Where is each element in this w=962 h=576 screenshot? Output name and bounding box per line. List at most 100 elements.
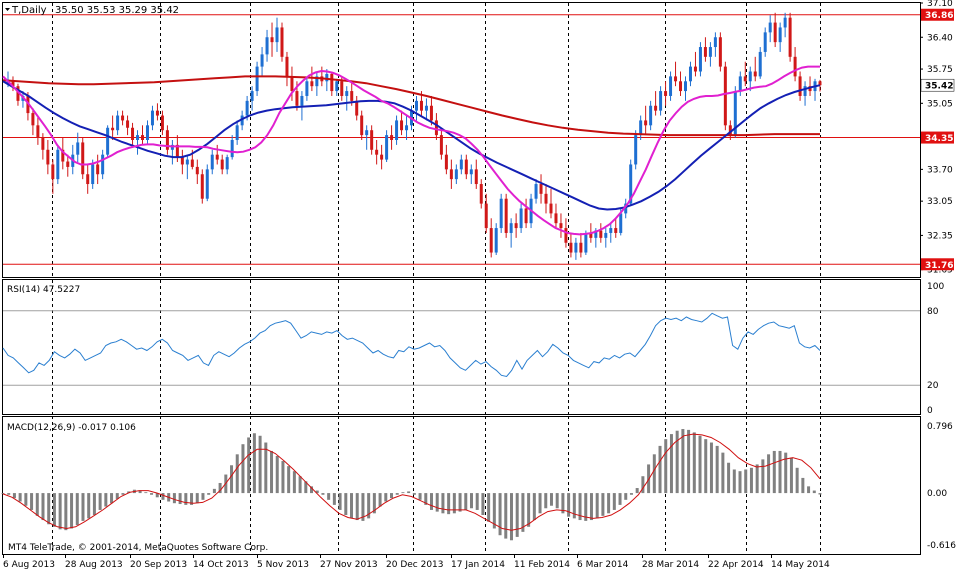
macd-histogram-bar — [390, 493, 394, 499]
candle-body — [116, 115, 120, 131]
macd-histogram-bar — [818, 493, 822, 495]
candle-body — [449, 169, 453, 180]
macd-histogram-bar — [407, 491, 411, 494]
candle-body — [743, 76, 747, 82]
candle-body — [464, 159, 468, 175]
macd-histogram-bar — [1, 493, 5, 494]
candle-body — [803, 86, 807, 96]
macd-histogram-bar — [778, 450, 782, 494]
candle-body — [698, 47, 702, 72]
candle-body — [325, 73, 329, 82]
candle-body — [439, 135, 443, 155]
macd-histogram-bar — [527, 493, 531, 527]
macd-histogram-bar — [212, 488, 216, 494]
macd-histogram-bar — [601, 493, 605, 516]
candle-body — [141, 135, 145, 140]
candle-body — [380, 154, 384, 160]
price-badge — [921, 258, 954, 271]
macd-histogram-bar — [544, 493, 548, 509]
macd-histogram-bar — [487, 493, 491, 522]
candle-body — [260, 54, 264, 67]
macd-histogram-bar — [355, 493, 359, 521]
macd-histogram-bar — [629, 493, 633, 495]
candle-body — [424, 105, 428, 111]
macd-histogram-bar — [287, 466, 291, 494]
macd-histogram-bar — [504, 493, 508, 539]
macd-histogram-bar — [270, 450, 274, 494]
macd-histogram-bar — [384, 493, 388, 502]
candle-body — [554, 213, 558, 224]
candle-body — [584, 232, 588, 253]
candle-body — [16, 86, 20, 101]
macd-histogram-bar — [207, 493, 211, 495]
menu-triangle-icon — [5, 8, 10, 11]
candle-body — [225, 157, 229, 170]
macd-histogram-bar — [767, 454, 771, 494]
candle-body — [290, 76, 294, 92]
symbol-label: T,Daily — [11, 5, 47, 16]
macd-histogram-bar — [104, 493, 108, 507]
candle-body — [280, 27, 284, 57]
macd-histogram-bar — [155, 493, 159, 498]
macd-histogram-bar — [795, 467, 799, 494]
macd-histogram-bar — [195, 493, 199, 504]
macd-histogram-bar — [704, 439, 708, 494]
candle-body — [484, 203, 488, 229]
price-frame — [2, 2, 921, 278]
price-tick-label: 31.65 — [927, 266, 953, 276]
rsi-tick-label: 20 — [927, 381, 939, 391]
x-tick-label: 6 Mar 2014 — [577, 560, 629, 570]
candle-body — [340, 81, 344, 96]
price-tick-label: 32.35 — [927, 231, 953, 241]
candle-body — [733, 91, 737, 136]
macd-histogram-bar — [127, 491, 131, 494]
macd-frame — [2, 416, 921, 555]
macd-histogram-bar — [612, 493, 616, 510]
candle-body — [76, 142, 80, 155]
candle-body — [81, 142, 85, 175]
macd-histogram-bar — [687, 429, 691, 494]
macd-histogram-bar — [35, 493, 39, 516]
macd-histogram-bar — [24, 493, 28, 506]
candle-body — [61, 149, 65, 162]
candle-body — [155, 110, 159, 116]
macd-histogram-bar — [641, 476, 645, 494]
macd-histogram-bar — [738, 471, 742, 494]
macd-histogram-bar — [807, 486, 811, 494]
macd-histogram-bar — [584, 493, 588, 521]
candle-body — [66, 161, 70, 167]
candle-body — [599, 230, 603, 238]
candle-body — [783, 17, 787, 28]
macd-histogram-bar — [52, 493, 56, 527]
macd-histogram-bar — [424, 493, 428, 505]
macd-histogram-bar — [727, 462, 731, 494]
price-badge-label: 31.76 — [925, 261, 953, 271]
macd-histogram-bar — [178, 493, 182, 505]
candle-body — [205, 169, 209, 199]
candle-body — [604, 232, 608, 238]
candle-body — [121, 115, 125, 121]
price-tick-label: 37.10 — [927, 0, 953, 9]
x-tick-label: 27 Nov 2013 — [320, 560, 378, 570]
candlestick-series — [6, 12, 822, 260]
macd-histogram-bar — [252, 433, 256, 494]
macd-histogram-bar — [555, 493, 559, 509]
macd-histogram-bar — [538, 493, 542, 514]
candle-body — [444, 154, 448, 170]
candle-body — [459, 159, 463, 170]
price-tick-label: 36.40 — [927, 33, 953, 43]
axis-labels: 6 Aug 2013 28 Aug 2013 20 Sep 2013 14 Oct 2… — [3, 0, 956, 570]
rsi-tick-label: 100 — [927, 282, 944, 292]
moving-averages — [2, 65, 821, 236]
macd-histogram-bar — [812, 490, 816, 494]
macd-histogram-bar — [692, 432, 696, 494]
candle-body — [175, 144, 179, 158]
macd-histogram-bar — [784, 452, 788, 494]
candle-body — [544, 193, 548, 204]
macd-histogram-bar — [578, 493, 582, 521]
candle-body — [539, 184, 543, 194]
macd-histogram-bar — [549, 493, 553, 506]
macd-tick-label: 0.00 — [927, 489, 947, 499]
